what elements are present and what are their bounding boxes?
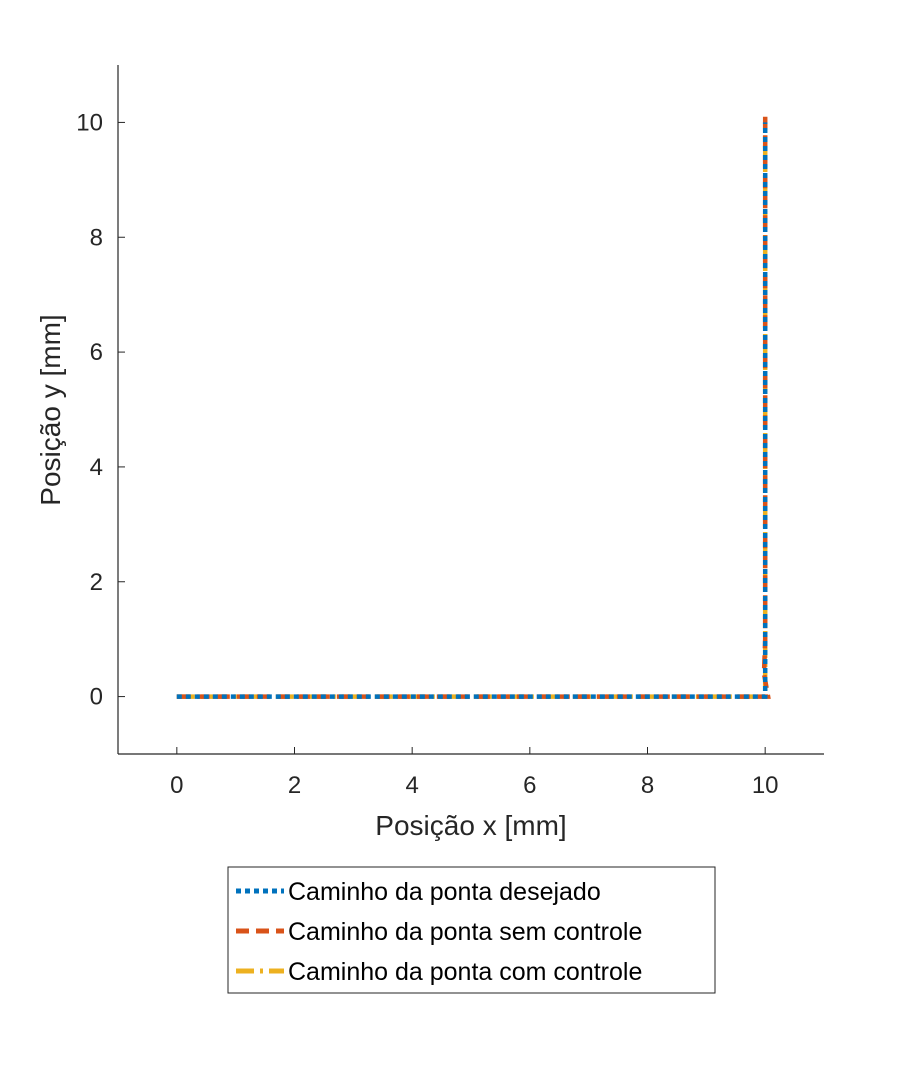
- legend: Caminho da ponta desejado Caminho da pont…: [227, 866, 716, 994]
- series-line-1: [176, 122, 768, 699]
- legend-label-2: Caminho da ponta sem controle: [288, 918, 642, 946]
- legend-label-3: Caminho da ponta com controle: [288, 958, 642, 986]
- y-tick-label: 10: [76, 109, 103, 136]
- x-tick-label: 0: [170, 772, 183, 799]
- y-tick-label: 4: [90, 454, 103, 481]
- series-line-2: [176, 116, 771, 699]
- x-tick-label: 6: [523, 772, 536, 799]
- y-tick-label: 6: [90, 339, 103, 366]
- ticks: 0 2 4 6 8 10 0 2 4 6 8 10: [76, 109, 778, 799]
- series-lines: [176, 116, 771, 699]
- y-tick-label: 0: [90, 684, 103, 711]
- legend-label-1: Caminho da ponta desejado: [288, 878, 601, 906]
- legend-box: [227, 866, 716, 994]
- y-axis-label: Posição y [mm]: [35, 314, 66, 505]
- x-tick-label: 4: [405, 772, 418, 799]
- y-tick-label: 2: [90, 569, 103, 596]
- x-tick-label: 2: [288, 772, 301, 799]
- x-tick-label: 8: [641, 772, 654, 799]
- y-tick-label: 8: [90, 224, 103, 251]
- axes: [117, 65, 824, 755]
- x-tick-label: 10: [752, 772, 779, 799]
- x-axis-label: Posição x [mm]: [375, 810, 566, 841]
- series-line-3: [176, 122, 768, 699]
